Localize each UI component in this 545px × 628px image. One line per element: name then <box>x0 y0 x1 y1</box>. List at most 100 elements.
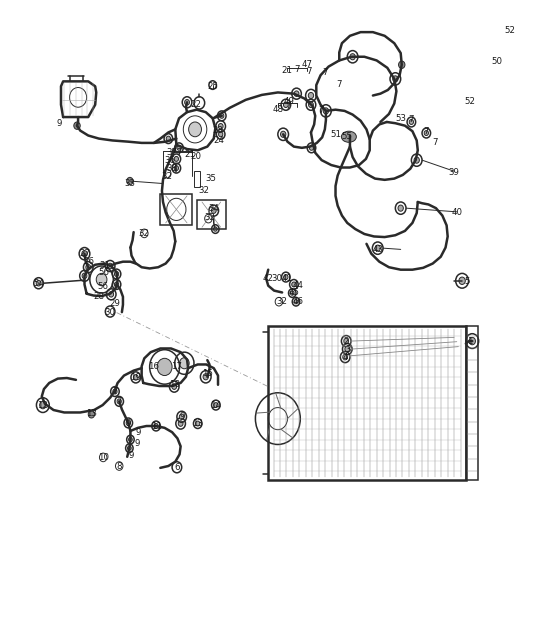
Text: 15: 15 <box>202 369 213 378</box>
Circle shape <box>345 346 350 352</box>
Circle shape <box>109 291 113 297</box>
Circle shape <box>126 177 133 185</box>
Text: 29: 29 <box>109 299 120 308</box>
Text: 13: 13 <box>86 409 97 418</box>
Text: 20: 20 <box>190 152 201 161</box>
Circle shape <box>375 245 380 251</box>
Circle shape <box>129 437 132 441</box>
Text: 32: 32 <box>139 229 150 239</box>
Text: 43: 43 <box>372 245 383 254</box>
Circle shape <box>114 271 119 276</box>
Text: 32: 32 <box>198 187 210 195</box>
Text: 30: 30 <box>105 308 116 317</box>
Text: 4: 4 <box>342 352 348 362</box>
Text: 46: 46 <box>293 297 304 306</box>
Bar <box>197 200 226 229</box>
Text: 47: 47 <box>302 60 313 69</box>
Circle shape <box>96 273 107 286</box>
Text: 7: 7 <box>306 67 312 76</box>
Text: 36: 36 <box>164 156 175 165</box>
Text: 6: 6 <box>174 463 180 472</box>
Circle shape <box>157 359 172 376</box>
Circle shape <box>308 92 313 99</box>
Text: 9: 9 <box>135 439 140 448</box>
Circle shape <box>294 91 299 97</box>
Circle shape <box>108 263 112 269</box>
Circle shape <box>220 114 224 118</box>
Text: 17: 17 <box>171 362 182 371</box>
Text: 45: 45 <box>288 288 299 297</box>
Text: 7: 7 <box>318 106 323 116</box>
Text: 27: 27 <box>79 249 90 258</box>
Circle shape <box>219 132 223 137</box>
Bar <box>268 327 466 480</box>
Text: 48: 48 <box>273 104 284 114</box>
Text: 21: 21 <box>184 150 195 159</box>
Text: 49: 49 <box>283 97 294 106</box>
Circle shape <box>82 251 87 257</box>
Text: 7: 7 <box>176 148 182 157</box>
Text: 31: 31 <box>99 261 110 271</box>
Circle shape <box>113 389 117 394</box>
Bar <box>194 171 201 187</box>
Circle shape <box>174 166 179 171</box>
Text: 9: 9 <box>125 419 131 428</box>
Circle shape <box>290 291 294 295</box>
Text: 35: 35 <box>205 174 216 183</box>
Text: 44: 44 <box>292 281 303 290</box>
Circle shape <box>424 131 428 136</box>
Circle shape <box>323 108 329 114</box>
Bar <box>160 194 192 225</box>
Text: 10: 10 <box>98 453 108 462</box>
Text: 9: 9 <box>56 119 62 127</box>
Text: 13: 13 <box>192 419 203 428</box>
Text: 32: 32 <box>276 297 287 306</box>
Text: 41: 41 <box>281 274 293 283</box>
Circle shape <box>179 414 184 420</box>
Circle shape <box>88 411 95 418</box>
Circle shape <box>82 273 87 279</box>
Circle shape <box>114 282 119 287</box>
Circle shape <box>294 300 298 304</box>
Circle shape <box>211 208 216 214</box>
Circle shape <box>284 274 288 279</box>
Text: 55: 55 <box>342 133 353 141</box>
Circle shape <box>219 124 223 129</box>
Text: 38: 38 <box>167 164 178 173</box>
Text: 51: 51 <box>330 130 341 139</box>
Text: 39: 39 <box>449 168 459 177</box>
Text: 7: 7 <box>423 127 429 136</box>
Circle shape <box>178 421 183 426</box>
Circle shape <box>196 421 200 426</box>
Circle shape <box>409 119 414 124</box>
Circle shape <box>134 375 138 380</box>
Circle shape <box>469 337 475 345</box>
Text: 7: 7 <box>322 68 328 77</box>
Text: 33: 33 <box>124 179 135 188</box>
Text: 30: 30 <box>272 274 283 283</box>
Circle shape <box>308 102 313 107</box>
Text: 32: 32 <box>162 171 173 181</box>
Text: 56: 56 <box>97 282 108 291</box>
Text: 50: 50 <box>492 57 502 66</box>
Circle shape <box>189 122 202 137</box>
Text: 24: 24 <box>214 136 225 145</box>
Circle shape <box>398 205 403 211</box>
Text: 42: 42 <box>263 274 274 283</box>
Ellipse shape <box>341 131 356 143</box>
Text: 3: 3 <box>345 345 350 354</box>
Circle shape <box>128 446 131 450</box>
Text: 7: 7 <box>286 102 291 111</box>
Circle shape <box>179 358 189 369</box>
Circle shape <box>398 61 405 68</box>
Text: 40: 40 <box>451 208 462 217</box>
Circle shape <box>174 156 179 161</box>
Text: 22: 22 <box>191 100 202 109</box>
Text: 52: 52 <box>465 97 476 106</box>
Text: 54: 54 <box>33 279 44 288</box>
Circle shape <box>392 76 398 82</box>
Circle shape <box>177 145 181 150</box>
Circle shape <box>214 403 218 408</box>
Text: 52: 52 <box>505 26 516 35</box>
Text: 18: 18 <box>169 381 180 389</box>
